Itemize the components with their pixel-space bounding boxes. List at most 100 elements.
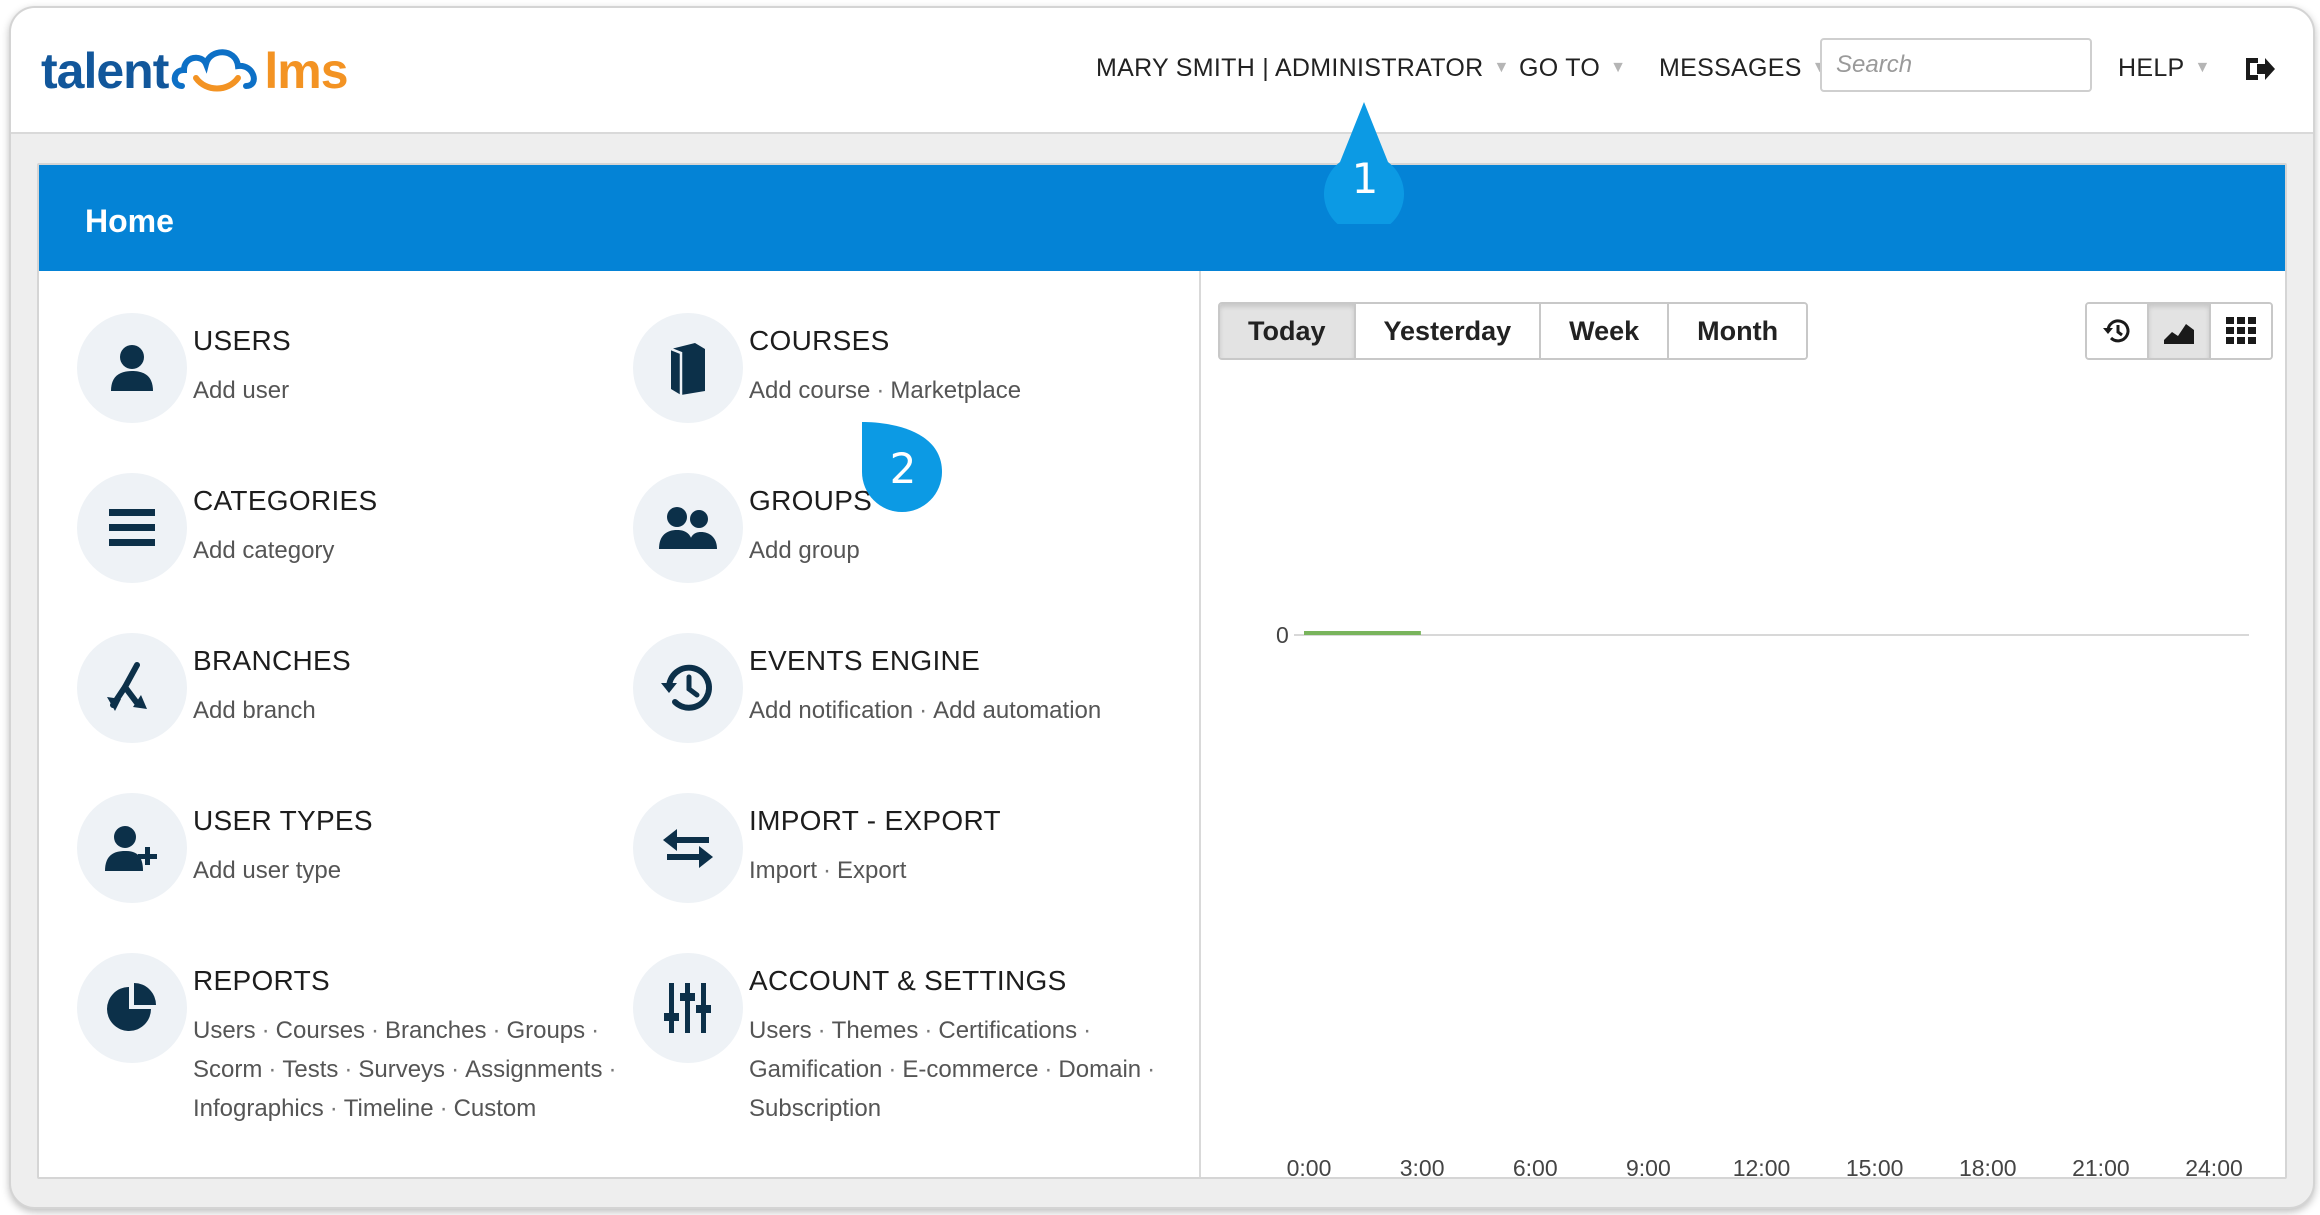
link-add-branch[interactable]: Add branch <box>193 697 316 724</box>
link-export[interactable]: Export <box>837 857 907 884</box>
events-engine-icon-circle[interactable] <box>633 633 743 743</box>
section-events-engine: EVENTS ENGINE Add notification · Add autom… <box>633 633 1173 763</box>
link-add-automation[interactable]: Add automation <box>933 697 1102 724</box>
link-add-notification[interactable]: Add notification <box>749 697 914 724</box>
panel-header: Home <box>39 165 2285 271</box>
link-settings-subscription[interactable]: Subscription <box>749 1095 882 1122</box>
link-report-scorm[interactable]: Scorm <box>193 1056 263 1083</box>
callout-number-2: 2 <box>889 444 917 493</box>
link-report-timeline[interactable]: Timeline <box>343 1095 434 1122</box>
link-report-surveys[interactable]: Surveys <box>358 1056 446 1083</box>
section-links: Users · Courses · Branches · Groups · Scorm · Test… <box>193 1017 617 1122</box>
link-add-user[interactable]: Add user <box>193 377 290 404</box>
account-settings-icon-circle[interactable] <box>633 953 743 1063</box>
history-icon <box>2103 319 2130 343</box>
link-report-custom[interactable]: Custom <box>453 1095 537 1122</box>
user-menu-label: MARY SMITH | ADMINISTRATOR <box>1096 53 1484 82</box>
search-input[interactable] <box>1820 38 2092 92</box>
link-settings-users[interactable]: Users <box>749 1017 812 1044</box>
link-settings-themes[interactable]: Themes <box>831 1017 919 1044</box>
link-settings-certifications[interactable]: Certifications <box>938 1017 1078 1044</box>
link-report-courses[interactable]: Courses <box>275 1017 366 1044</box>
timeline-view-button[interactable] <box>2087 304 2147 358</box>
tab-month[interactable]: Month <box>1667 304 1807 358</box>
link-settings-gamification[interactable]: Gamification <box>749 1056 883 1083</box>
page-title: Home <box>85 203 174 239</box>
y-tick-label: 0 <box>1276 622 1289 648</box>
link-settings-domain[interactable]: Domain <box>1058 1056 1142 1083</box>
courses-icon-circle[interactable] <box>633 313 743 423</box>
link-report-assignments[interactable]: Assignments <box>465 1056 603 1083</box>
link-marketplace[interactable]: Marketplace <box>890 377 1022 404</box>
section-links: Add user <box>193 371 633 410</box>
user-menu[interactable]: MARY SMITH | ADMINISTRATOR ▼ <box>1096 48 1510 88</box>
help-menu[interactable]: HELP ▼ <box>2118 48 2211 88</box>
section-title[interactable]: EVENTS ENGINE <box>749 645 981 676</box>
user-icon <box>111 345 153 391</box>
chevron-down-icon: ▼ <box>1610 59 1627 76</box>
link-report-tests[interactable]: Tests <box>282 1056 339 1083</box>
tab-yesterday[interactable]: Yesterday <box>1353 304 1540 358</box>
link-report-users[interactable]: Users <box>193 1017 256 1044</box>
groups-icon-circle[interactable] <box>633 473 743 583</box>
x-tick-label: 3:00 <box>1399 1155 1445 1179</box>
messages-menu[interactable]: MESSAGES ▼ <box>1659 48 1828 88</box>
swap-arrows-icon <box>663 829 713 868</box>
goto-menu[interactable]: GO TO ▼ <box>1519 48 1626 88</box>
link-import[interactable]: Import <box>749 857 818 884</box>
section-title[interactable]: USERS <box>193 325 291 356</box>
section-links: Add user type <box>193 851 633 890</box>
x-tick-label: 21:00 <box>2072 1155 2130 1179</box>
pie-chart-icon <box>107 983 156 1031</box>
branch-icon <box>107 662 147 711</box>
section-links: Add course · Marketplace <box>749 377 1022 404</box>
callout-number-1: 1 <box>1351 154 1379 203</box>
link-report-infographics[interactable]: Infographics <box>193 1095 324 1122</box>
section-users: USERS Add user <box>77 313 617 443</box>
section-title[interactable]: USER TYPES <box>193 805 373 836</box>
users-icon-circle[interactable] <box>77 313 187 423</box>
chevron-down-icon: ▼ <box>2194 59 2211 76</box>
link-report-branches[interactable]: Branches <box>385 1017 487 1044</box>
section-account-settings: ACCOUNT & SETTINGS Users · Themes · Certific… <box>633 953 1173 1133</box>
section-title[interactable]: BRANCHES <box>193 645 351 676</box>
link-report-groups[interactable]: Groups <box>506 1017 586 1044</box>
branches-icon-circle[interactable] <box>77 633 187 743</box>
section-user-types: USER TYPES Add user type <box>77 793 617 923</box>
categories-icon-circle[interactable] <box>77 473 187 583</box>
x-tick-label: 9:00 <box>1625 1155 1671 1179</box>
history-icon <box>661 664 712 711</box>
link-add-user-type[interactable]: Add user type <box>193 857 342 884</box>
link-add-category[interactable]: Add category <box>193 537 335 564</box>
x-tick-label: 15:00 <box>1845 1155 1904 1179</box>
chevron-down-icon: ▼ <box>1493 59 1510 76</box>
help-menu-label: HELP <box>2118 53 2185 82</box>
grid-view-button[interactable] <box>2209 304 2271 358</box>
import-export-icon-circle[interactable] <box>633 793 743 903</box>
section-title[interactable]: REPORTS <box>193 965 330 996</box>
link-add-course[interactable]: Add course <box>749 377 871 404</box>
link-add-group[interactable]: Add group <box>749 537 860 564</box>
top-bar: talent lms MARY SMITH | ADMINISTRATOR ▼ … <box>11 8 2313 134</box>
chart-view-button[interactable] <box>2147 304 2209 358</box>
logout-icon[interactable] <box>2243 52 2277 86</box>
user-types-icon-circle[interactable] <box>77 793 187 903</box>
goto-menu-label: GO TO <box>1519 53 1601 82</box>
section-title[interactable]: GROUPS <box>749 485 873 516</box>
home-panel: Home USERS Add user <box>37 163 2287 1179</box>
x-tick-label: 12:00 <box>1732 1155 1791 1179</box>
section-title[interactable]: IMPORT - EXPORT <box>749 805 1001 836</box>
section-groups: GROUPS Add group <box>633 473 1173 603</box>
messages-menu-label: MESSAGES <box>1659 53 1802 82</box>
link-settings-ecommerce[interactable]: E-commerce <box>902 1056 1039 1083</box>
tab-week[interactable]: Week <box>1539 304 1668 358</box>
section-title[interactable]: ACCOUNT & SETTINGS <box>749 965 1067 996</box>
reports-icon-circle[interactable] <box>77 953 187 1063</box>
x-tick-label: 18:00 <box>1958 1155 2017 1179</box>
x-tick-label: 0:00 <box>1286 1155 1332 1179</box>
section-title[interactable]: CATEGORIES <box>193 485 378 516</box>
tab-today[interactable]: Today <box>1220 304 1354 358</box>
section-title[interactable]: COURSES <box>749 325 890 356</box>
talentlms-logo[interactable]: talent lms <box>41 36 349 106</box>
section-links: Add notification · Add automation <box>749 697 1102 724</box>
